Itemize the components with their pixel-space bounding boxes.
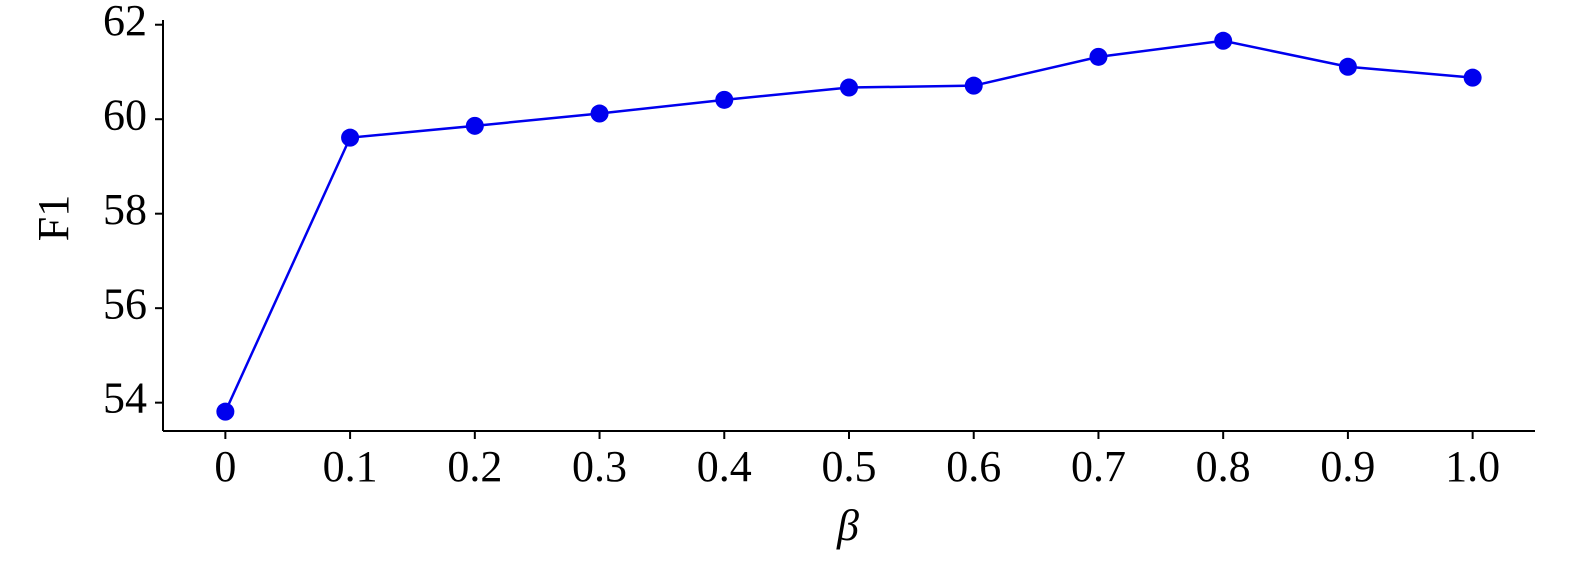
marker (341, 128, 360, 147)
marker (964, 76, 983, 95)
x-tick-label: 1.0 (1445, 442, 1500, 491)
marker (840, 78, 858, 97)
marker (715, 90, 734, 109)
marker (1338, 57, 1357, 76)
x-tick-label: 0.3 (572, 442, 627, 491)
x-tick-label: 0.2 (447, 442, 502, 491)
marker (1089, 47, 1108, 66)
x-tick-label: 0.8 (1196, 442, 1251, 491)
y-tick-label: 54 (103, 374, 147, 423)
marker (1214, 31, 1233, 50)
y-axis-label: F1 (29, 195, 78, 241)
x-tick-label: 0.9 (1320, 442, 1375, 491)
y-tick-label: 60 (103, 90, 147, 139)
x-tick-label: 0.4 (697, 442, 752, 491)
x-tick-label: 0.5 (822, 442, 877, 491)
y-tick-label: 62 (103, 0, 147, 45)
marker (465, 116, 484, 135)
y-tick-label: 58 (103, 185, 147, 234)
x-tick-label: 0.7 (1071, 442, 1126, 491)
y-tick-label: 56 (103, 279, 147, 328)
x-tick-label: 0 (214, 442, 236, 491)
x-tick-label: 0.6 (946, 442, 1001, 491)
marker (1463, 68, 1482, 87)
marker (216, 402, 235, 421)
marker (590, 104, 609, 123)
x-tick-label: 0.1 (323, 442, 378, 491)
x-axis-label: β (836, 501, 859, 550)
